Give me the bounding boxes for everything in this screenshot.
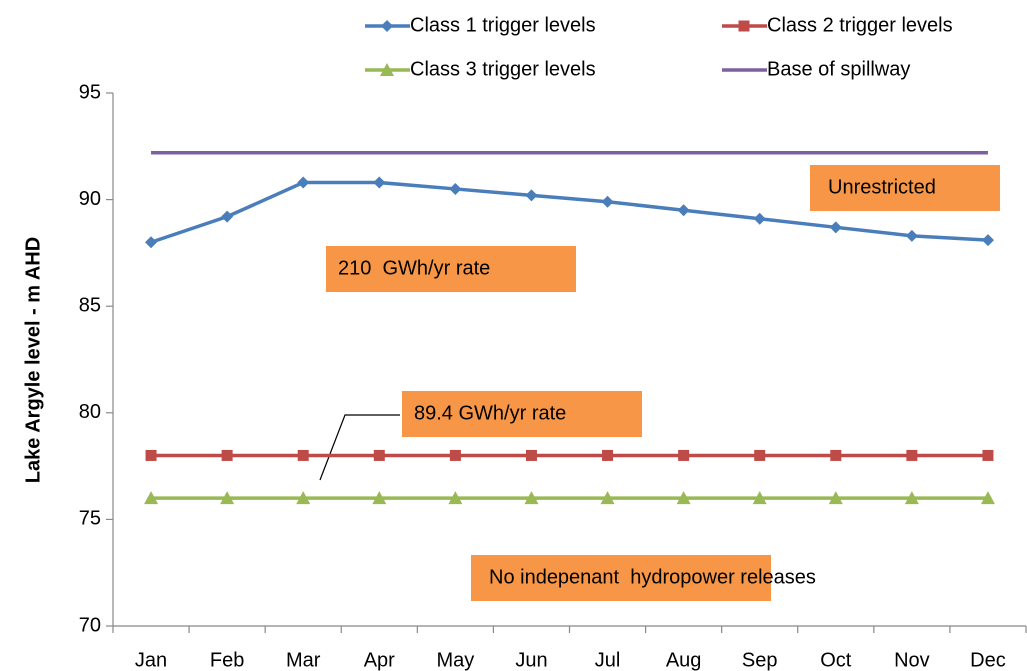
marker (145, 236, 158, 249)
marker (829, 221, 842, 234)
x-tick-label: Jun (515, 649, 547, 671)
marker (525, 189, 538, 202)
marker (676, 491, 691, 505)
marker (905, 229, 918, 242)
marker (449, 182, 462, 195)
marker (297, 449, 309, 461)
y-tick-label: 85 (79, 294, 101, 316)
marker (524, 491, 539, 505)
marker (297, 176, 310, 189)
annotation-box (402, 391, 642, 437)
marker (220, 491, 235, 505)
marker (381, 20, 393, 32)
marker (372, 491, 387, 505)
y-tick-label: 80 (79, 401, 101, 423)
legend-label: Class 2 trigger levels (767, 14, 953, 36)
series-line (150, 180, 989, 244)
x-tick-label: Aug (666, 649, 702, 671)
x-tick-label: Feb (210, 649, 244, 671)
marker (828, 491, 843, 505)
annotation-box (810, 165, 1000, 211)
x-tick-label: May (436, 649, 474, 671)
annotation: No indepenant hydropower releases (489, 566, 816, 588)
marker (678, 449, 690, 461)
legend-label: Class 1 trigger levels (410, 14, 596, 36)
marker (754, 449, 766, 461)
y-tick-label: 75 (79, 508, 101, 530)
marker (980, 491, 995, 505)
annotation-box (471, 555, 771, 601)
marker (449, 449, 461, 461)
marker (752, 491, 767, 505)
y-tick-label: 90 (79, 188, 101, 210)
marker (982, 449, 994, 461)
marker (380, 63, 394, 76)
marker (221, 210, 234, 223)
x-tick-label: Apr (364, 649, 395, 671)
marker (145, 449, 157, 461)
legend-label: Base of spillway (767, 58, 910, 80)
marker (830, 449, 842, 461)
marker (221, 449, 233, 461)
annotation: Unrestricted (828, 176, 936, 198)
marker (601, 195, 614, 208)
marker (144, 491, 159, 505)
marker (373, 449, 385, 461)
x-tick-label: Sep (742, 649, 778, 671)
x-tick-label: Oct (820, 649, 852, 671)
x-tick-label: Jul (595, 649, 621, 671)
y-tick-label: 70 (79, 614, 101, 636)
callout-line (319, 414, 400, 481)
annotation-box (326, 246, 576, 292)
annotation: 210 GWh/yr rate (338, 257, 490, 279)
legend-label: Class 3 trigger levels (410, 58, 596, 80)
x-tick-label: Mar (286, 649, 321, 671)
x-tick-label: Nov (894, 649, 930, 671)
x-tick-label: Dec (970, 649, 1006, 671)
marker (753, 212, 766, 225)
marker (296, 491, 311, 505)
marker (738, 20, 750, 32)
marker (602, 449, 614, 461)
marker (981, 234, 994, 247)
y-axis-label: Lake Argyle level - m AHD (22, 237, 44, 483)
y-tick-label: 95 (79, 81, 101, 103)
marker (600, 491, 615, 505)
marker (904, 491, 919, 505)
annotation: 89.4 GWh/yr rate (414, 402, 566, 424)
x-tick-label: Jan (135, 649, 167, 671)
marker (677, 204, 690, 217)
marker (373, 176, 386, 189)
marker (448, 491, 463, 505)
marker (906, 449, 918, 461)
marker (525, 449, 537, 461)
